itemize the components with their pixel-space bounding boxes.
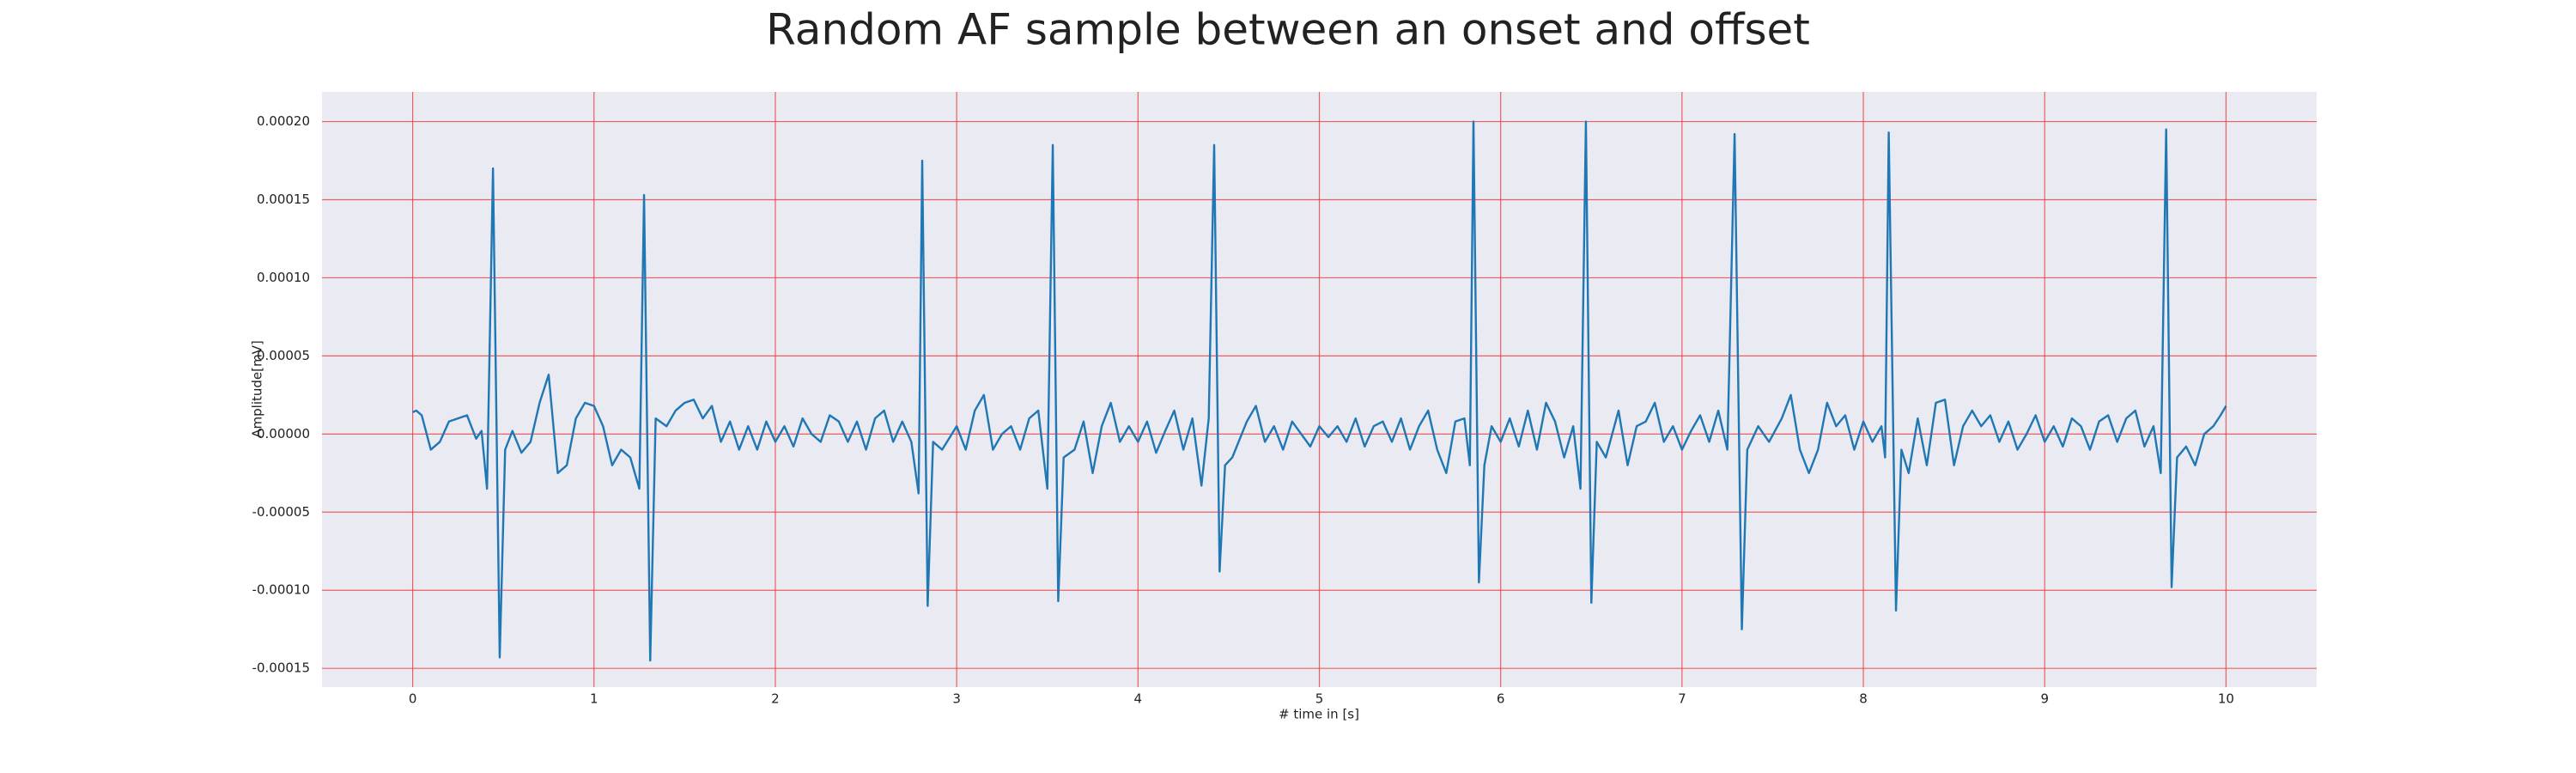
y-tick-label: 0.00015: [257, 192, 310, 207]
x-tick-label: 0: [409, 691, 417, 707]
y-tick-label: 0.00000: [257, 426, 310, 441]
y-axis-label: Amplitude[mV]: [250, 340, 265, 437]
x-tick-label: 10: [2218, 691, 2234, 707]
x-tick-label: 8: [1859, 691, 1868, 707]
x-axis-label: # time in [s]: [1279, 707, 1359, 722]
y-tick-label: 0.00010: [257, 270, 310, 285]
x-tick-label: 5: [1315, 691, 1324, 707]
chart-title: Random AF sample between an onset and of…: [766, 5, 1810, 55]
y-tick-label: 0.00020: [257, 113, 310, 129]
y-tick-label: -0.00015: [252, 660, 310, 676]
x-tick-label: 1: [590, 691, 598, 707]
x-tick-label: 3: [952, 691, 961, 707]
y-tick-label: -0.00010: [252, 582, 310, 598]
x-tick-label: 4: [1134, 691, 1143, 707]
y-tick-label: 0.00005: [257, 348, 310, 363]
x-tick-label: 9: [2040, 691, 2049, 707]
x-tick-label: 6: [1497, 691, 1505, 707]
x-tick-label: 7: [1678, 691, 1686, 707]
y-tick-label: -0.00005: [252, 504, 310, 520]
signal-line: [412, 120, 2227, 662]
x-tick-label: 2: [771, 691, 780, 707]
